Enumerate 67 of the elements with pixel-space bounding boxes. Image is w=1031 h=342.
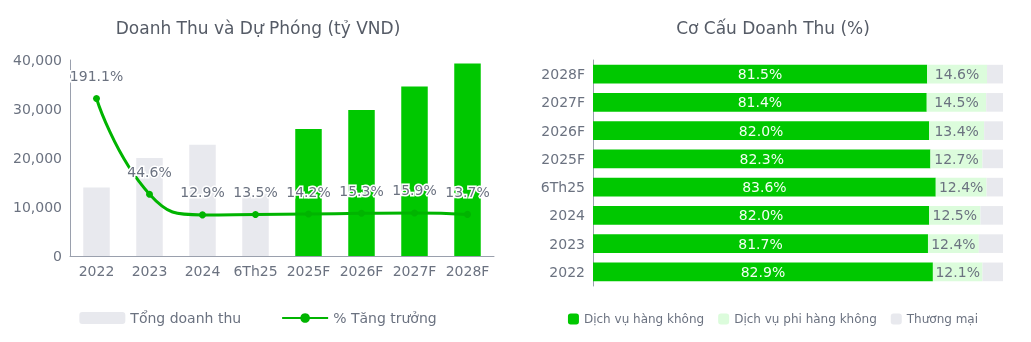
- data-label: 12.4%: [938, 179, 984, 196]
- chart-title: Doanh Thu và Dự Phóng (tỷ VND): [115, 17, 401, 38]
- y-tick-label: 10,000: [13, 199, 62, 215]
- bar: [984, 121, 1003, 140]
- bar: [593, 64, 928, 84]
- data-label: 12.5%: [932, 207, 978, 224]
- legend-label: % Tăng trưởng: [333, 310, 437, 326]
- bar: [986, 93, 1003, 112]
- y-tick-label: 2023: [549, 235, 585, 252]
- data-label: 14.6%: [934, 66, 980, 83]
- bar: [593, 206, 930, 225]
- y-tick-label: 0: [53, 248, 62, 264]
- y-tick-label: 20,000: [13, 150, 62, 166]
- bar: [83, 187, 110, 256]
- point: [252, 211, 259, 219]
- x-tick-label: 2027F: [392, 263, 437, 279]
- data-label: 82.0%: [738, 207, 784, 224]
- bar: [593, 262, 933, 282]
- data-label: 82.9%: [740, 263, 786, 280]
- y-tick-label: 2024: [549, 207, 586, 224]
- x-tick-label: 2028F: [445, 263, 490, 279]
- x-tick-label: 6Th25: [233, 263, 278, 279]
- data-label: 81.4%: [737, 94, 783, 111]
- bar: [982, 262, 1003, 282]
- bar: [593, 177, 936, 197]
- legend-label: Dịch vụ hàng không: [583, 312, 705, 326]
- data-label: 14.5%: [934, 94, 979, 111]
- bar: [593, 234, 928, 253]
- data-label: 13.4%: [934, 122, 979, 139]
- bar: [980, 206, 1003, 225]
- data-label: 82.3%: [739, 150, 784, 167]
- data-label: 12.7%: [934, 150, 979, 167]
- legend-label: Dịch vụ phi hàng không: [734, 312, 877, 326]
- data-label: 191.1%: [69, 67, 124, 84]
- data-label: 83.6%: [742, 179, 787, 196]
- bar: [982, 149, 1003, 169]
- x-tick-label: 2022: [78, 263, 115, 279]
- bar: [987, 64, 1003, 84]
- bar: [978, 234, 1003, 253]
- data-label: 81.7%: [738, 235, 783, 252]
- y-tick-label: 2028F: [541, 66, 585, 83]
- y-tick-label: 30,000: [13, 101, 62, 117]
- point: [93, 94, 100, 102]
- y-tick-label: 40,000: [13, 52, 62, 68]
- data-label: 81.5%: [737, 66, 783, 83]
- legend-label: Thương mại: [905, 312, 979, 326]
- data-label: 12.9%: [180, 184, 225, 201]
- x-tick-label: 2023: [131, 263, 168, 279]
- chart-title: Cơ Cấu Doanh Thu (%): [676, 17, 870, 38]
- y-tick-label: 6Th25: [540, 179, 585, 196]
- point: [199, 211, 206, 219]
- bar: [593, 121, 930, 140]
- bar: [986, 177, 1003, 197]
- x-tick-label: 2025F: [286, 263, 331, 279]
- y-tick-label: 2027F: [541, 94, 585, 111]
- y-tick-label: 2026F: [541, 122, 585, 139]
- x-tick-label: 2026F: [339, 263, 384, 279]
- point: [146, 190, 153, 198]
- legend-label: Tổng doanh thu: [129, 310, 242, 326]
- x-tick-label: 2024: [184, 263, 221, 279]
- bar: [593, 149, 931, 169]
- y-tick-label: 2025F: [541, 150, 585, 167]
- data-label: 12.1%: [935, 263, 980, 280]
- bar: [593, 93, 927, 112]
- data-label: 82.0%: [738, 122, 784, 139]
- data-label: 13.5%: [233, 184, 278, 201]
- data-label: 12.4%: [931, 235, 976, 252]
